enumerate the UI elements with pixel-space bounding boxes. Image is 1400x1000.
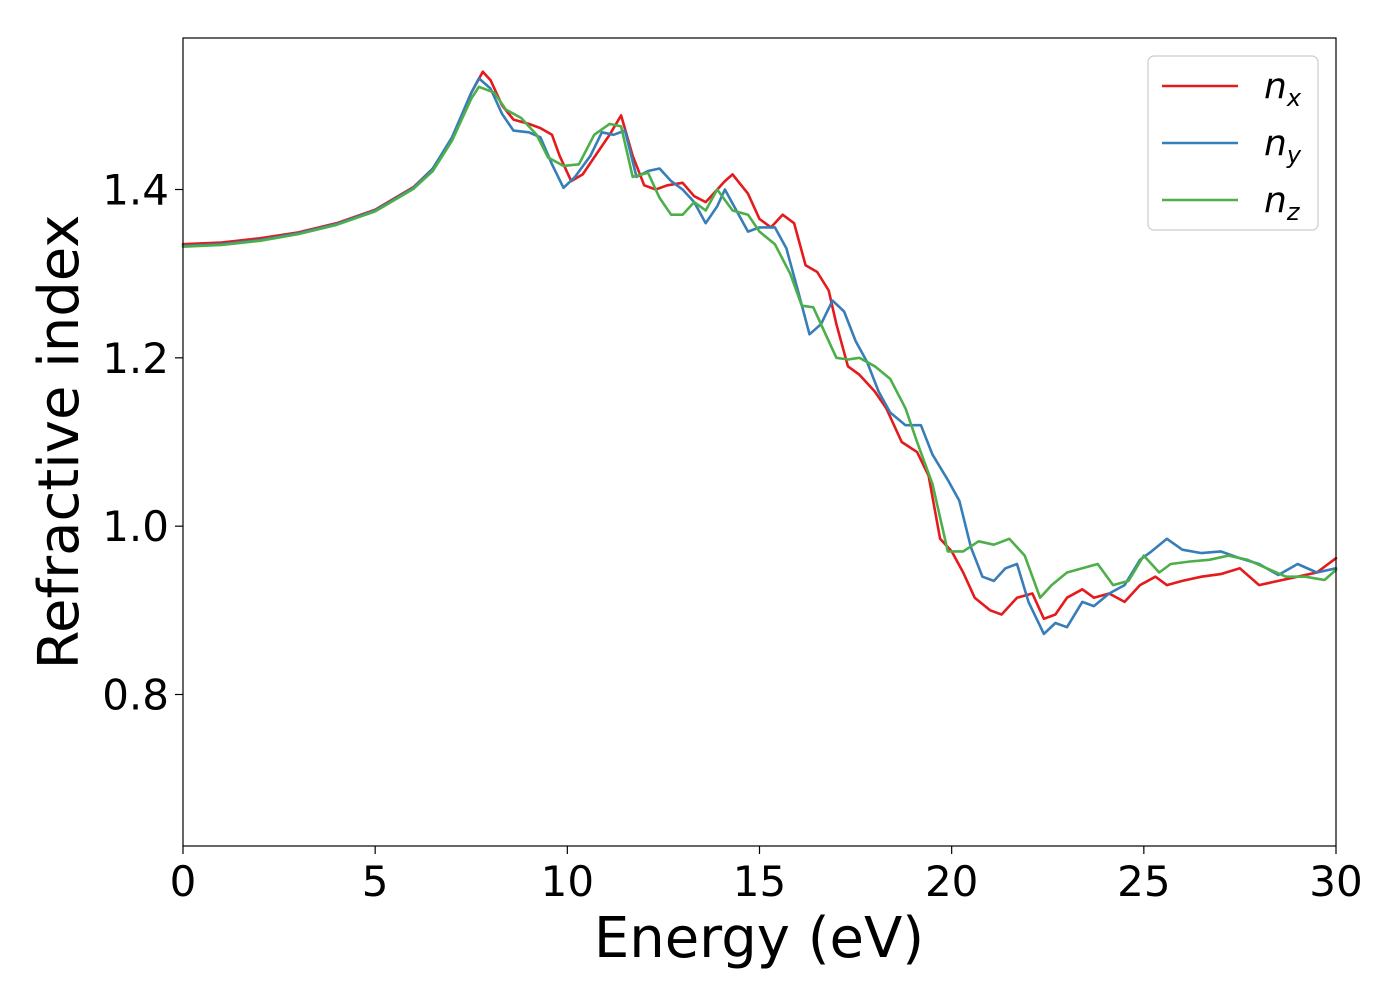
y-tick-label: 1.0 — [102, 502, 169, 551]
legend-label-nx: nx — [1264, 66, 1302, 112]
x-tick-label: 10 — [541, 857, 594, 906]
y-tick-label: 0.8 — [102, 671, 169, 720]
x-tick-label: 25 — [1117, 857, 1170, 906]
plot-content — [181, 70, 1338, 636]
x-tick-label: 20 — [925, 857, 978, 906]
legend-label-nz: nz — [1264, 180, 1301, 226]
x-axis-title: Energy (eV) — [594, 906, 924, 971]
y-axis-title: Refractive index — [27, 215, 92, 670]
series-line-nz — [181, 85, 1338, 599]
y-axis: 0.8 1.0 1.2 1.4 — [102, 166, 183, 720]
x-tick-label: 30 — [1309, 857, 1362, 906]
x-tick-label: 15 — [733, 857, 786, 906]
y-tick-label: 1.4 — [102, 166, 169, 215]
x-tick-label: 0 — [170, 857, 197, 906]
y-tick-label: 1.2 — [102, 334, 169, 383]
x-axis: 0 5 10 15 20 25 30 — [170, 846, 1363, 906]
legend-label-ny: ny — [1264, 123, 1302, 169]
series-line-ny — [181, 77, 1338, 636]
series-line-nx — [181, 70, 1338, 621]
legend: nx ny nz — [1147, 55, 1319, 231]
x-tick-label: 5 — [362, 857, 389, 906]
